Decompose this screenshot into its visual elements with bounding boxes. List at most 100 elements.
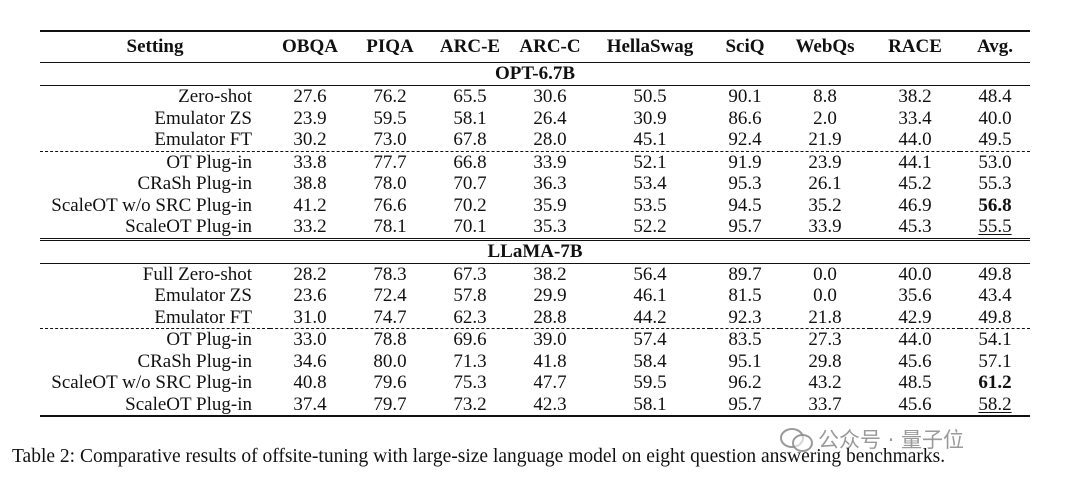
value-cell: 47.7 <box>533 372 567 393</box>
value-cell: 59.5 <box>633 372 667 393</box>
wechat-icon <box>780 426 813 452</box>
setting-cell: CRaSh Plug-in <box>137 173 252 194</box>
value-cell: 50.5 <box>633 86 667 107</box>
value-cell: 41.2 <box>293 194 327 216</box>
value-cell: 27.6 <box>293 86 327 107</box>
value-cell: 35.3 <box>533 216 567 237</box>
value-cell: 42.3 <box>510 393 590 417</box>
value-cell: 33.0 <box>270 328 350 351</box>
value-cell: 49.8 <box>978 263 1012 285</box>
value-cell: 57.1 <box>978 350 1012 372</box>
value-cell: 69.6 <box>430 328 510 351</box>
group-header-row: LLaMA-7B <box>40 237 1030 264</box>
value-cell: 71.3 <box>453 350 487 372</box>
value-cell: 53.0 <box>960 150 1030 173</box>
value-cell: 57.8 <box>453 285 487 306</box>
value-cell: 43.2 <box>808 372 842 393</box>
setting-cell: Zero-shot <box>178 86 252 107</box>
table-header-row: Setting OBQA PIQA ARC-E ARC-C HellaSwag … <box>40 30 1030 63</box>
table-row: Emulator ZS 23.6 72.4 57.8 29.9 46.1 81.5 0.0 35… <box>40 285 1030 307</box>
value-cell: 45.6 <box>870 393 960 417</box>
value-cell: 73.0 <box>373 129 407 150</box>
value-cell: 46.9 <box>898 194 932 216</box>
value-cell: 42.9 <box>898 306 932 328</box>
value-cell: 91.9 <box>710 150 780 173</box>
value-cell: 95.7 <box>728 216 762 237</box>
value-cell: 89.7 <box>728 263 762 285</box>
value-cell: 40.0 <box>898 263 932 285</box>
table-row: ScaleOT Plug-in 37.4 79.7 73.2 42.3 58.1 95.7 3… <box>40 393 1030 417</box>
results-table: Setting OBQA PIQA ARC-E ARC-C HellaSwag … <box>40 30 1030 417</box>
value-cell: 48.5 <box>898 372 932 393</box>
value-cell: 35.9 <box>533 194 567 216</box>
value-cell: 23.9 <box>293 107 327 129</box>
column-header-obqa: OBQA <box>270 30 350 63</box>
value-cell: 65.5 <box>453 86 487 107</box>
value-cell: 95.7 <box>710 393 780 417</box>
value-cell: 45.1 <box>633 129 667 150</box>
table-row: CRaSh Plug-in 38.8 78.0 70.7 36.3 53.4 95.3 26.… <box>40 173 1030 195</box>
table-row: ScaleOT Plug-in 33.2 78.1 70.1 35.3 52.2 95.7 3… <box>40 216 1030 239</box>
table-row: OT Plug-in 33.8 77.7 66.8 33.9 52.1 91.9 23.9 44… <box>40 150 1030 173</box>
value-cell: 46.1 <box>633 285 667 306</box>
setting-cell: ScaleOT Plug-in <box>40 393 270 417</box>
column-header-race: RACE <box>870 30 960 63</box>
value-cell: 23.9 <box>780 150 870 173</box>
value-cell: 67.8 <box>453 129 487 150</box>
value-cell: 83.5 <box>710 328 780 351</box>
value-cell: 30.2 <box>293 129 327 150</box>
value-cell: 90.1 <box>728 86 762 107</box>
value-cell: 30.9 <box>633 107 667 129</box>
value-cell: 44.0 <box>870 328 960 351</box>
group-header-row: OPT-6.7B <box>40 62 1030 86</box>
value-cell: 36.3 <box>533 173 567 194</box>
value-cell: 70.7 <box>453 173 487 194</box>
value-cell: 31.0 <box>293 306 327 328</box>
value-cell: 56.4 <box>633 263 667 285</box>
column-header-avg: Avg. <box>960 30 1030 63</box>
value-cell: 72.4 <box>373 285 407 306</box>
value-cell: 57.4 <box>590 328 710 351</box>
value-cell: 58.1 <box>590 393 710 417</box>
table-body: OPT-6.7B Zero-shot 27.6 76.2 65.5 30.6 50.5 90.… <box>40 62 1030 417</box>
value-cell: 44.2 <box>633 306 667 328</box>
value-cell: 86.6 <box>728 107 762 129</box>
setting-cell: Full Zero-shot <box>142 263 252 285</box>
value-cell: 61.2 <box>978 372 1012 393</box>
setting-cell: ScaleOT w/o SRC Plug-in <box>51 372 252 393</box>
value-cell: 94.5 <box>728 194 762 216</box>
value-cell: 0.0 <box>813 285 837 306</box>
value-cell: 43.4 <box>978 285 1012 306</box>
value-cell: 78.1 <box>373 216 407 237</box>
watermark-text: 公众号 · 量子位 <box>818 428 965 452</box>
setting-cell: Emulator FT <box>154 306 252 328</box>
setting-cell: ScaleOT Plug-in <box>125 216 252 237</box>
value-cell: 92.4 <box>728 129 762 150</box>
column-header-arc-e: ARC-E <box>430 30 510 63</box>
value-cell: 55.5 <box>978 216 1012 237</box>
value-cell: 38.2 <box>898 86 932 107</box>
value-cell: 96.2 <box>728 372 762 393</box>
table-caption: Table 2: Comparative results of offsite-… <box>12 446 946 467</box>
setting-cell: CRaSh Plug-in <box>137 350 252 372</box>
value-cell: 59.5 <box>373 107 407 129</box>
setting-cell: Emulator ZS <box>154 285 252 306</box>
value-cell: 66.8 <box>430 150 510 173</box>
table-row: Emulator FT 30.2 73.0 67.8 28.0 45.1 92.4 21.9 4… <box>40 129 1030 151</box>
value-cell: 80.0 <box>373 350 407 372</box>
value-cell: 28.2 <box>293 263 327 285</box>
setting-cell: OT Plug-in <box>40 150 270 173</box>
value-cell: 76.6 <box>373 194 407 216</box>
value-cell: 49.8 <box>978 306 1012 328</box>
setting-cell: Emulator ZS <box>154 107 252 129</box>
value-cell: 48.4 <box>978 86 1012 107</box>
setting-cell: ScaleOT w/o SRC Plug-in <box>51 194 252 216</box>
table-row: Emulator FT 31.0 74.7 62.3 28.8 44.2 92.3 21.8 4… <box>40 307 1030 329</box>
value-cell: 28.0 <box>533 129 567 150</box>
value-cell: 40.8 <box>293 372 327 393</box>
value-cell: 78.8 <box>350 328 430 351</box>
value-cell: 8.8 <box>813 86 837 107</box>
column-header-piqa: PIQA <box>350 30 430 63</box>
value-cell: 33.4 <box>898 107 932 129</box>
group-title: LLaMA-7B <box>40 237 1030 264</box>
